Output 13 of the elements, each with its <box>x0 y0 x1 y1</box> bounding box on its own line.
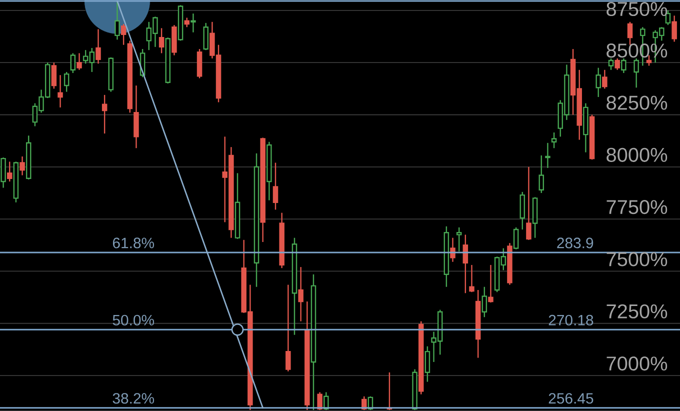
y-tick-label: 8000% <box>606 148 668 162</box>
annotation: 50.0% <box>112 314 154 326</box>
y-tick-label: 8250% <box>606 96 668 110</box>
y-tick-label: 7250% <box>606 304 668 318</box>
annotation: 256.45 <box>548 393 594 404</box>
y-tick-label: 7500% <box>606 252 668 266</box>
annotation: 283.9 <box>557 238 594 248</box>
y-tick-label: 7000% <box>606 356 668 371</box>
annotation: 270.18 <box>548 314 594 326</box>
y-tick-label: 7750% <box>606 200 668 214</box>
y-tick-label: 8750% <box>606 2 668 16</box>
annotation: 61.8% <box>112 238 154 248</box>
annotation: 38.2% <box>112 393 154 404</box>
